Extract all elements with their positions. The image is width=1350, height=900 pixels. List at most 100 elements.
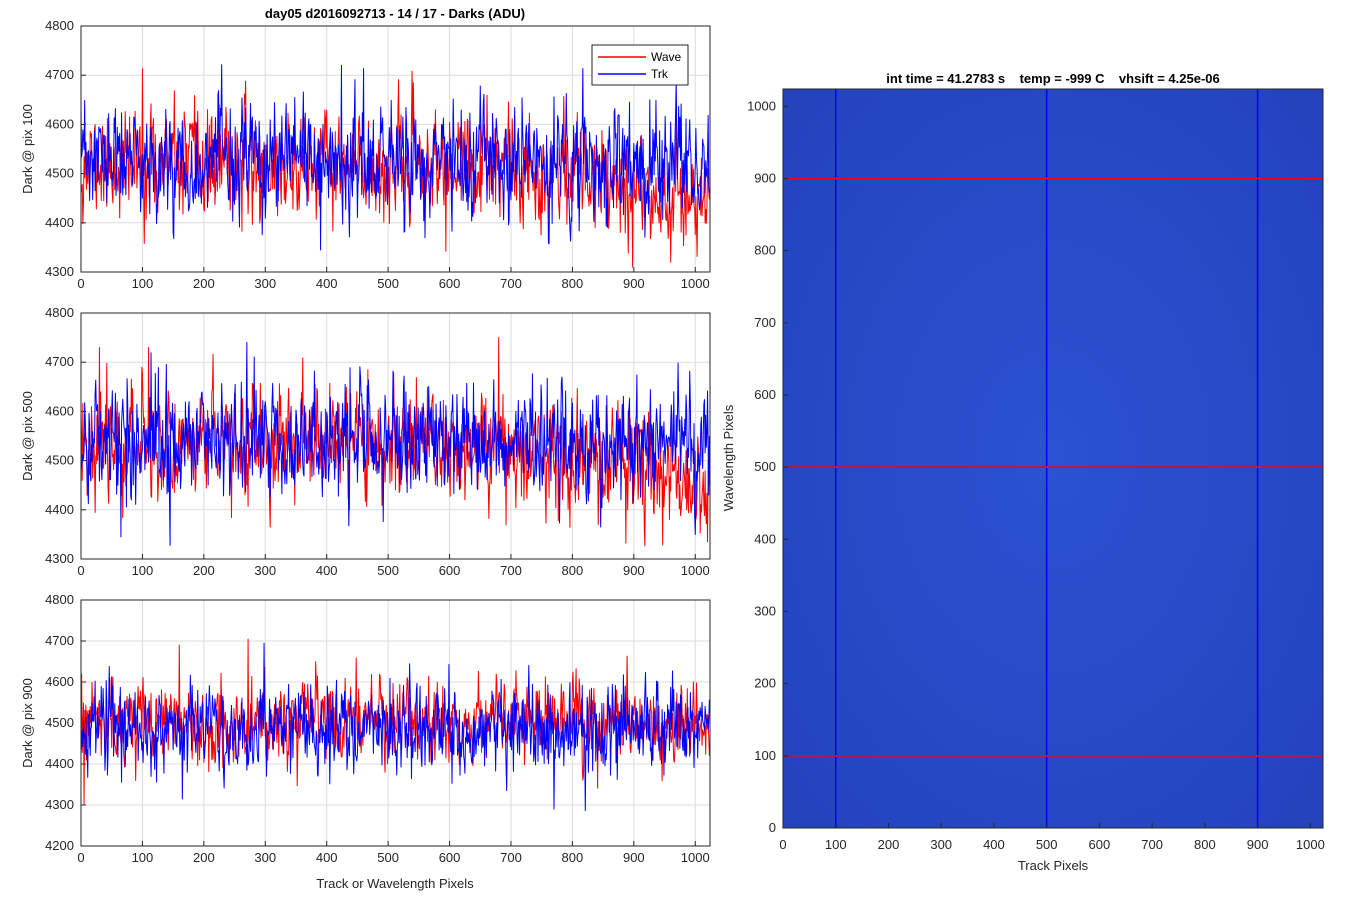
legend-box (591, 44, 689, 86)
x-tick-label: 600 (439, 276, 461, 291)
series-layer (81, 64, 710, 268)
y-tick-label: 700 (754, 315, 776, 330)
y-tick-labels: 4300 4400 4500 4600 4700 4800 (45, 18, 74, 279)
x-tick-label: 900 (623, 850, 645, 865)
x-tick-label: 600 (439, 563, 461, 578)
x-tick-label: 700 (500, 563, 522, 578)
x-tick-label: 200 (193, 850, 215, 865)
y-axis-label: Wavelength Pixels (721, 404, 736, 511)
x-tick-label: 100 (132, 850, 154, 865)
y-tick-label: 400 (754, 531, 776, 546)
x-tick-label: 100 (132, 276, 154, 291)
series-line-wave (81, 337, 710, 547)
x-tick-label: 500 (1036, 837, 1058, 852)
x-tick-label: 0 (77, 276, 84, 291)
x-tick-labels: 0 100 200 300 400 500 600 700 800 900 1000 (77, 850, 709, 865)
x-tick-label: 900 (623, 276, 645, 291)
y-tick-label: 100 (754, 748, 776, 763)
x-tick-labels: 0 100 200 300 400 500 600 700 800 900 1000 (77, 276, 709, 291)
subplot-pix-900: 4200 4300 4400 4500 4600 4700 4800 0 100 200 300 4… (20, 592, 711, 891)
series-layer (81, 337, 710, 547)
y-tick-label: 4500 (45, 166, 74, 181)
y-tick-label: 4800 (45, 18, 74, 33)
y-tick-label: 800 (754, 243, 776, 258)
x-tick-label: 400 (983, 837, 1005, 852)
legend-entry-wave: Wave (651, 50, 682, 64)
y-axis-label: Dark @ pix 500 (20, 391, 35, 481)
x-tick-label: 800 (562, 850, 584, 865)
x-tick-label: 100 (825, 837, 847, 852)
y-tick-label: 4300 (45, 551, 74, 566)
y-tick-label: 4400 (45, 215, 74, 230)
x-tick-label: 700 (500, 276, 522, 291)
x-tick-label: 900 (623, 563, 645, 578)
x-tick-label: 400 (316, 563, 338, 578)
y-tick-label: 500 (754, 459, 776, 474)
y-tick-label: 4600 (45, 674, 74, 689)
y-tick-label: 900 (754, 170, 776, 185)
y-tick-label: 4300 (45, 264, 74, 279)
y-tick-label: 4400 (45, 756, 74, 771)
series-line-trk (81, 342, 710, 546)
x-tick-label: 100 (132, 563, 154, 578)
y-axis-label: Dark @ pix 100 (20, 104, 35, 194)
y-tick-label: 4300 (45, 797, 74, 812)
series-line-trk (81, 642, 710, 812)
y-axis-label: Dark @ pix 900 (20, 678, 35, 768)
x-tick-label: 0 (77, 850, 84, 865)
x-tick-label: 800 (562, 563, 584, 578)
y-tick-label: 4500 (45, 715, 74, 730)
x-tick-label: 200 (878, 837, 900, 852)
axes-box (80, 312, 711, 560)
x-tick-label: 600 (1089, 837, 1111, 852)
x-tick-labels: 0 100 200 300 400 500 600 700 800 900 1000 (77, 563, 709, 578)
x-tick-label: 300 (254, 563, 276, 578)
x-tick-label: 300 (254, 850, 276, 865)
series-layer (81, 638, 710, 812)
x-tick-label: 1000 (681, 563, 710, 578)
x-tick-label: 0 (779, 837, 786, 852)
y-tick-label: 4200 (45, 838, 74, 853)
x-tick-label: 600 (439, 850, 461, 865)
axes-box (80, 25, 711, 273)
y-tick-label: 4400 (45, 502, 74, 517)
legend: Wave Trk (591, 44, 689, 86)
x-tick-label: 500 (377, 850, 399, 865)
y-tick-label: 200 (754, 676, 776, 691)
x-tick-label: 400 (316, 276, 338, 291)
x-tick-label: 1000 (1296, 837, 1325, 852)
heatmap-image (783, 89, 1323, 828)
y-tick-labels: 4200 4300 4400 4500 4600 4700 4800 (45, 592, 74, 853)
x-tick-label: 1000 (681, 850, 710, 865)
y-tick-label: 4700 (45, 67, 74, 82)
x-tick-label: 700 (500, 850, 522, 865)
heatmap-panel: 0 100 200 300 400 500 600 700 800 900 1000 0 100 200… (721, 71, 1325, 873)
y-tick-label: 4800 (45, 305, 74, 320)
x-tick-label: 200 (193, 563, 215, 578)
x-tick-label: 300 (930, 837, 952, 852)
y-tick-label: 4500 (45, 453, 74, 468)
series-line-trk (81, 64, 710, 251)
y-tick-label: 300 (754, 603, 776, 618)
y-tick-label: 4600 (45, 116, 74, 131)
x-tick-label: 400 (316, 850, 338, 865)
y-tick-label: 0 (769, 820, 776, 835)
x-tick-label: 500 (377, 276, 399, 291)
y-tick-label: 1000 (747, 98, 776, 113)
legend-entry-trk: Trk (651, 67, 669, 81)
axes-box (782, 88, 1324, 829)
x-tick-label: 0 (77, 563, 84, 578)
heatmap-title: int time = 41.2783 s temp = -999 C vhsif… (886, 71, 1219, 86)
y-tick-labels: 4300 4400 4500 4600 4700 4800 (45, 305, 74, 566)
y-tick-label: 600 (754, 387, 776, 402)
y-tick-label: 4700 (45, 633, 74, 648)
x-axis-label: Track Pixels (1018, 858, 1089, 873)
subplot-pix-500: 4300 4400 4500 4600 4700 4800 0 100 200 300 400 50… (20, 305, 711, 578)
y-tick-label: 4600 (45, 403, 74, 418)
marker-lines (783, 89, 1323, 828)
x-tick-label: 300 (254, 276, 276, 291)
y-tick-labels: 0 100 200 300 400 500 600 700 800 900 1000 (747, 98, 776, 835)
x-tick-label: 700 (1141, 837, 1163, 852)
y-tick-label: 4700 (45, 354, 74, 369)
